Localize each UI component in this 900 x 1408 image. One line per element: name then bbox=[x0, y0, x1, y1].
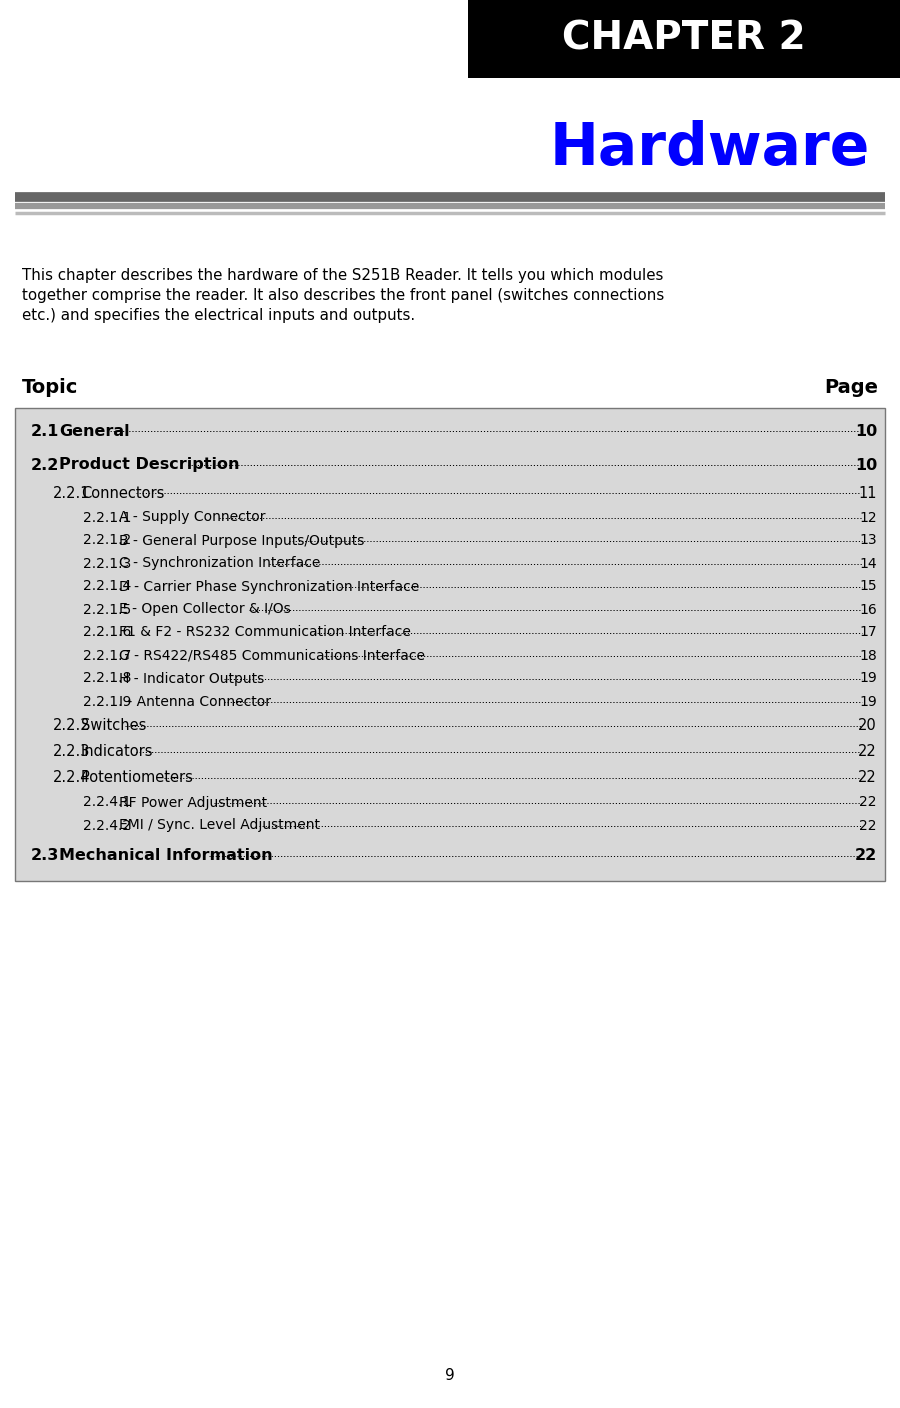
Text: 13: 13 bbox=[860, 534, 877, 548]
Text: C - Synchronization Interface: C - Synchronization Interface bbox=[119, 556, 325, 570]
Text: 2.2.1.9: 2.2.1.9 bbox=[83, 694, 131, 708]
Text: 19: 19 bbox=[860, 694, 877, 708]
Text: 18: 18 bbox=[860, 649, 877, 663]
Text: 22: 22 bbox=[860, 818, 877, 832]
Text: Hardware: Hardware bbox=[550, 120, 870, 176]
Text: EMI / Sync. Level Adjustment: EMI / Sync. Level Adjustment bbox=[119, 818, 320, 832]
Text: together comprise the reader. It also describes the front panel (switches connec: together comprise the reader. It also de… bbox=[22, 289, 664, 303]
Text: 10: 10 bbox=[855, 424, 877, 438]
Bar bbox=[468, 0, 900, 77]
Text: Connectors: Connectors bbox=[81, 486, 165, 500]
Text: 2.2.4: 2.2.4 bbox=[53, 770, 91, 786]
Text: 2.2.1.2: 2.2.1.2 bbox=[83, 534, 131, 548]
Text: F1 & F2 - RS232 Communication Interface: F1 & F2 - RS232 Communication Interface bbox=[119, 625, 411, 639]
Text: I - Antenna Connector: I - Antenna Connector bbox=[119, 694, 271, 708]
Text: D - Carrier Phase Synchronization Interface: D - Carrier Phase Synchronization Interf… bbox=[119, 580, 424, 594]
Text: A - Supply Connector: A - Supply Connector bbox=[119, 511, 266, 525]
Text: 12: 12 bbox=[860, 511, 877, 525]
Text: 2.3: 2.3 bbox=[31, 849, 59, 863]
Text: 17: 17 bbox=[860, 625, 877, 639]
Text: Potentiometers: Potentiometers bbox=[81, 770, 197, 786]
Text: 22: 22 bbox=[859, 770, 877, 786]
Text: 2.2.1: 2.2.1 bbox=[53, 486, 91, 500]
Text: 2.2: 2.2 bbox=[31, 458, 59, 473]
Text: 2.2.1.5: 2.2.1.5 bbox=[83, 603, 131, 617]
Text: 2.2.1.3: 2.2.1.3 bbox=[83, 556, 131, 570]
Text: RF Power Adjustment: RF Power Adjustment bbox=[119, 796, 267, 810]
Text: 2.2.1.4: 2.2.1.4 bbox=[83, 580, 131, 594]
Text: 15: 15 bbox=[860, 580, 877, 594]
Text: etc.) and specifies the electrical inputs and outputs.: etc.) and specifies the electrical input… bbox=[22, 308, 415, 322]
Text: H - Indicator Outputs: H - Indicator Outputs bbox=[119, 672, 265, 686]
Text: Indicators: Indicators bbox=[81, 745, 154, 759]
Text: E - Open Collector & I/Os: E - Open Collector & I/Os bbox=[119, 603, 295, 617]
Text: 22: 22 bbox=[855, 849, 877, 863]
Text: 2.2.4.2: 2.2.4.2 bbox=[83, 818, 131, 832]
Text: Mechanical Information: Mechanical Information bbox=[59, 849, 273, 863]
Text: 19: 19 bbox=[860, 672, 877, 686]
Text: G - RS422/RS485 Communications Interface: G - RS422/RS485 Communications Interface bbox=[119, 649, 429, 663]
Text: Topic: Topic bbox=[22, 377, 78, 397]
Text: 2.2.2: 2.2.2 bbox=[53, 718, 91, 734]
Text: B - General Purpose Inputs/Outputs: B - General Purpose Inputs/Outputs bbox=[119, 534, 364, 548]
Text: CHAPTER 2: CHAPTER 2 bbox=[562, 20, 806, 58]
Text: 22: 22 bbox=[860, 796, 877, 810]
Text: 2.2.3: 2.2.3 bbox=[53, 745, 90, 759]
Text: 2.2.1.6: 2.2.1.6 bbox=[83, 625, 131, 639]
Text: Product Description: Product Description bbox=[59, 458, 239, 473]
Text: 2.2.4.1: 2.2.4.1 bbox=[83, 796, 131, 810]
Text: 10: 10 bbox=[855, 458, 877, 473]
Text: 14: 14 bbox=[860, 556, 877, 570]
Text: 2.1: 2.1 bbox=[31, 424, 59, 438]
Text: 11: 11 bbox=[859, 486, 877, 500]
Text: 2.2.1.1: 2.2.1.1 bbox=[83, 511, 131, 525]
Bar bbox=[15, 408, 885, 881]
Text: 16: 16 bbox=[860, 603, 877, 617]
Text: 2.2.1.7: 2.2.1.7 bbox=[83, 649, 131, 663]
Text: 2.2.1.8: 2.2.1.8 bbox=[83, 672, 131, 686]
Text: This chapter describes the hardware of the S251B Reader. It tells you which modu: This chapter describes the hardware of t… bbox=[22, 268, 663, 283]
Text: Page: Page bbox=[824, 377, 878, 397]
Text: 9: 9 bbox=[446, 1367, 454, 1383]
Text: Switches: Switches bbox=[81, 718, 147, 734]
Text: 22: 22 bbox=[859, 745, 877, 759]
Text: General: General bbox=[59, 424, 130, 438]
Text: 20: 20 bbox=[859, 718, 877, 734]
